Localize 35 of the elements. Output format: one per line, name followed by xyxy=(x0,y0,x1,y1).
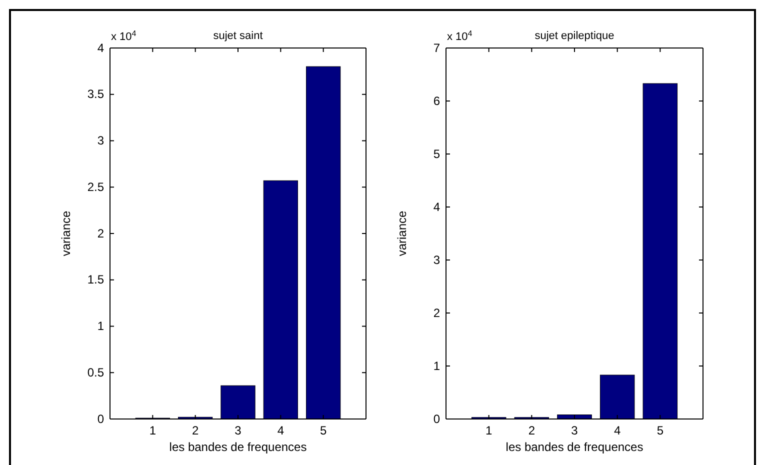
y-tick-label: 7 xyxy=(433,40,440,55)
y-axis-title: variance xyxy=(395,210,409,256)
text: x 10$^{4}$ xyxy=(111,28,137,43)
x-tick-label: 2 xyxy=(528,424,536,438)
y-tick-label: 3 xyxy=(97,134,104,148)
y-tick-label: 0 xyxy=(97,412,104,426)
y-tick-label: 6 xyxy=(433,94,440,108)
y-tick-label: 2.5 xyxy=(87,180,104,194)
y-tick-label: 4 xyxy=(433,200,440,214)
x-tick-label: 3 xyxy=(234,424,242,438)
y-tick-label: 0.5 xyxy=(87,365,104,380)
text: x 10$^{4}$ xyxy=(447,28,473,43)
y-tick-label: 0 xyxy=(433,412,440,426)
chart-title: sujet epileptique xyxy=(534,30,614,42)
chart-title: sujet saint xyxy=(213,30,263,42)
y-tick-label: 2 xyxy=(97,226,104,240)
y-axis-title: variance xyxy=(59,210,73,256)
x-tick-label: 4 xyxy=(614,424,621,438)
x-tick-label: 3 xyxy=(571,424,578,438)
y-tick-label: 4 xyxy=(97,40,104,55)
x-axis-title: les bandes de frequences xyxy=(506,440,644,454)
y-tick-label: 3 xyxy=(433,252,440,267)
y-tick-label: 2 xyxy=(433,306,440,320)
y-tick-label: 1 xyxy=(97,319,104,334)
y-tick-label: 3.5 xyxy=(87,87,104,102)
y-tick-label: 1 xyxy=(433,358,440,373)
x-tick-label: 1 xyxy=(149,424,156,438)
x-tick-label: 5 xyxy=(320,424,327,438)
x-tick-label: 1 xyxy=(485,424,492,438)
x-tick-label: 2 xyxy=(192,424,199,438)
y-tick-label: 5 xyxy=(433,146,440,161)
x-axis-title: les bandes de frequences xyxy=(169,440,307,454)
y-tick-label: 1.5 xyxy=(87,272,104,287)
x-tick-label: 4 xyxy=(277,424,284,438)
x-tick-label: 5 xyxy=(656,424,664,438)
